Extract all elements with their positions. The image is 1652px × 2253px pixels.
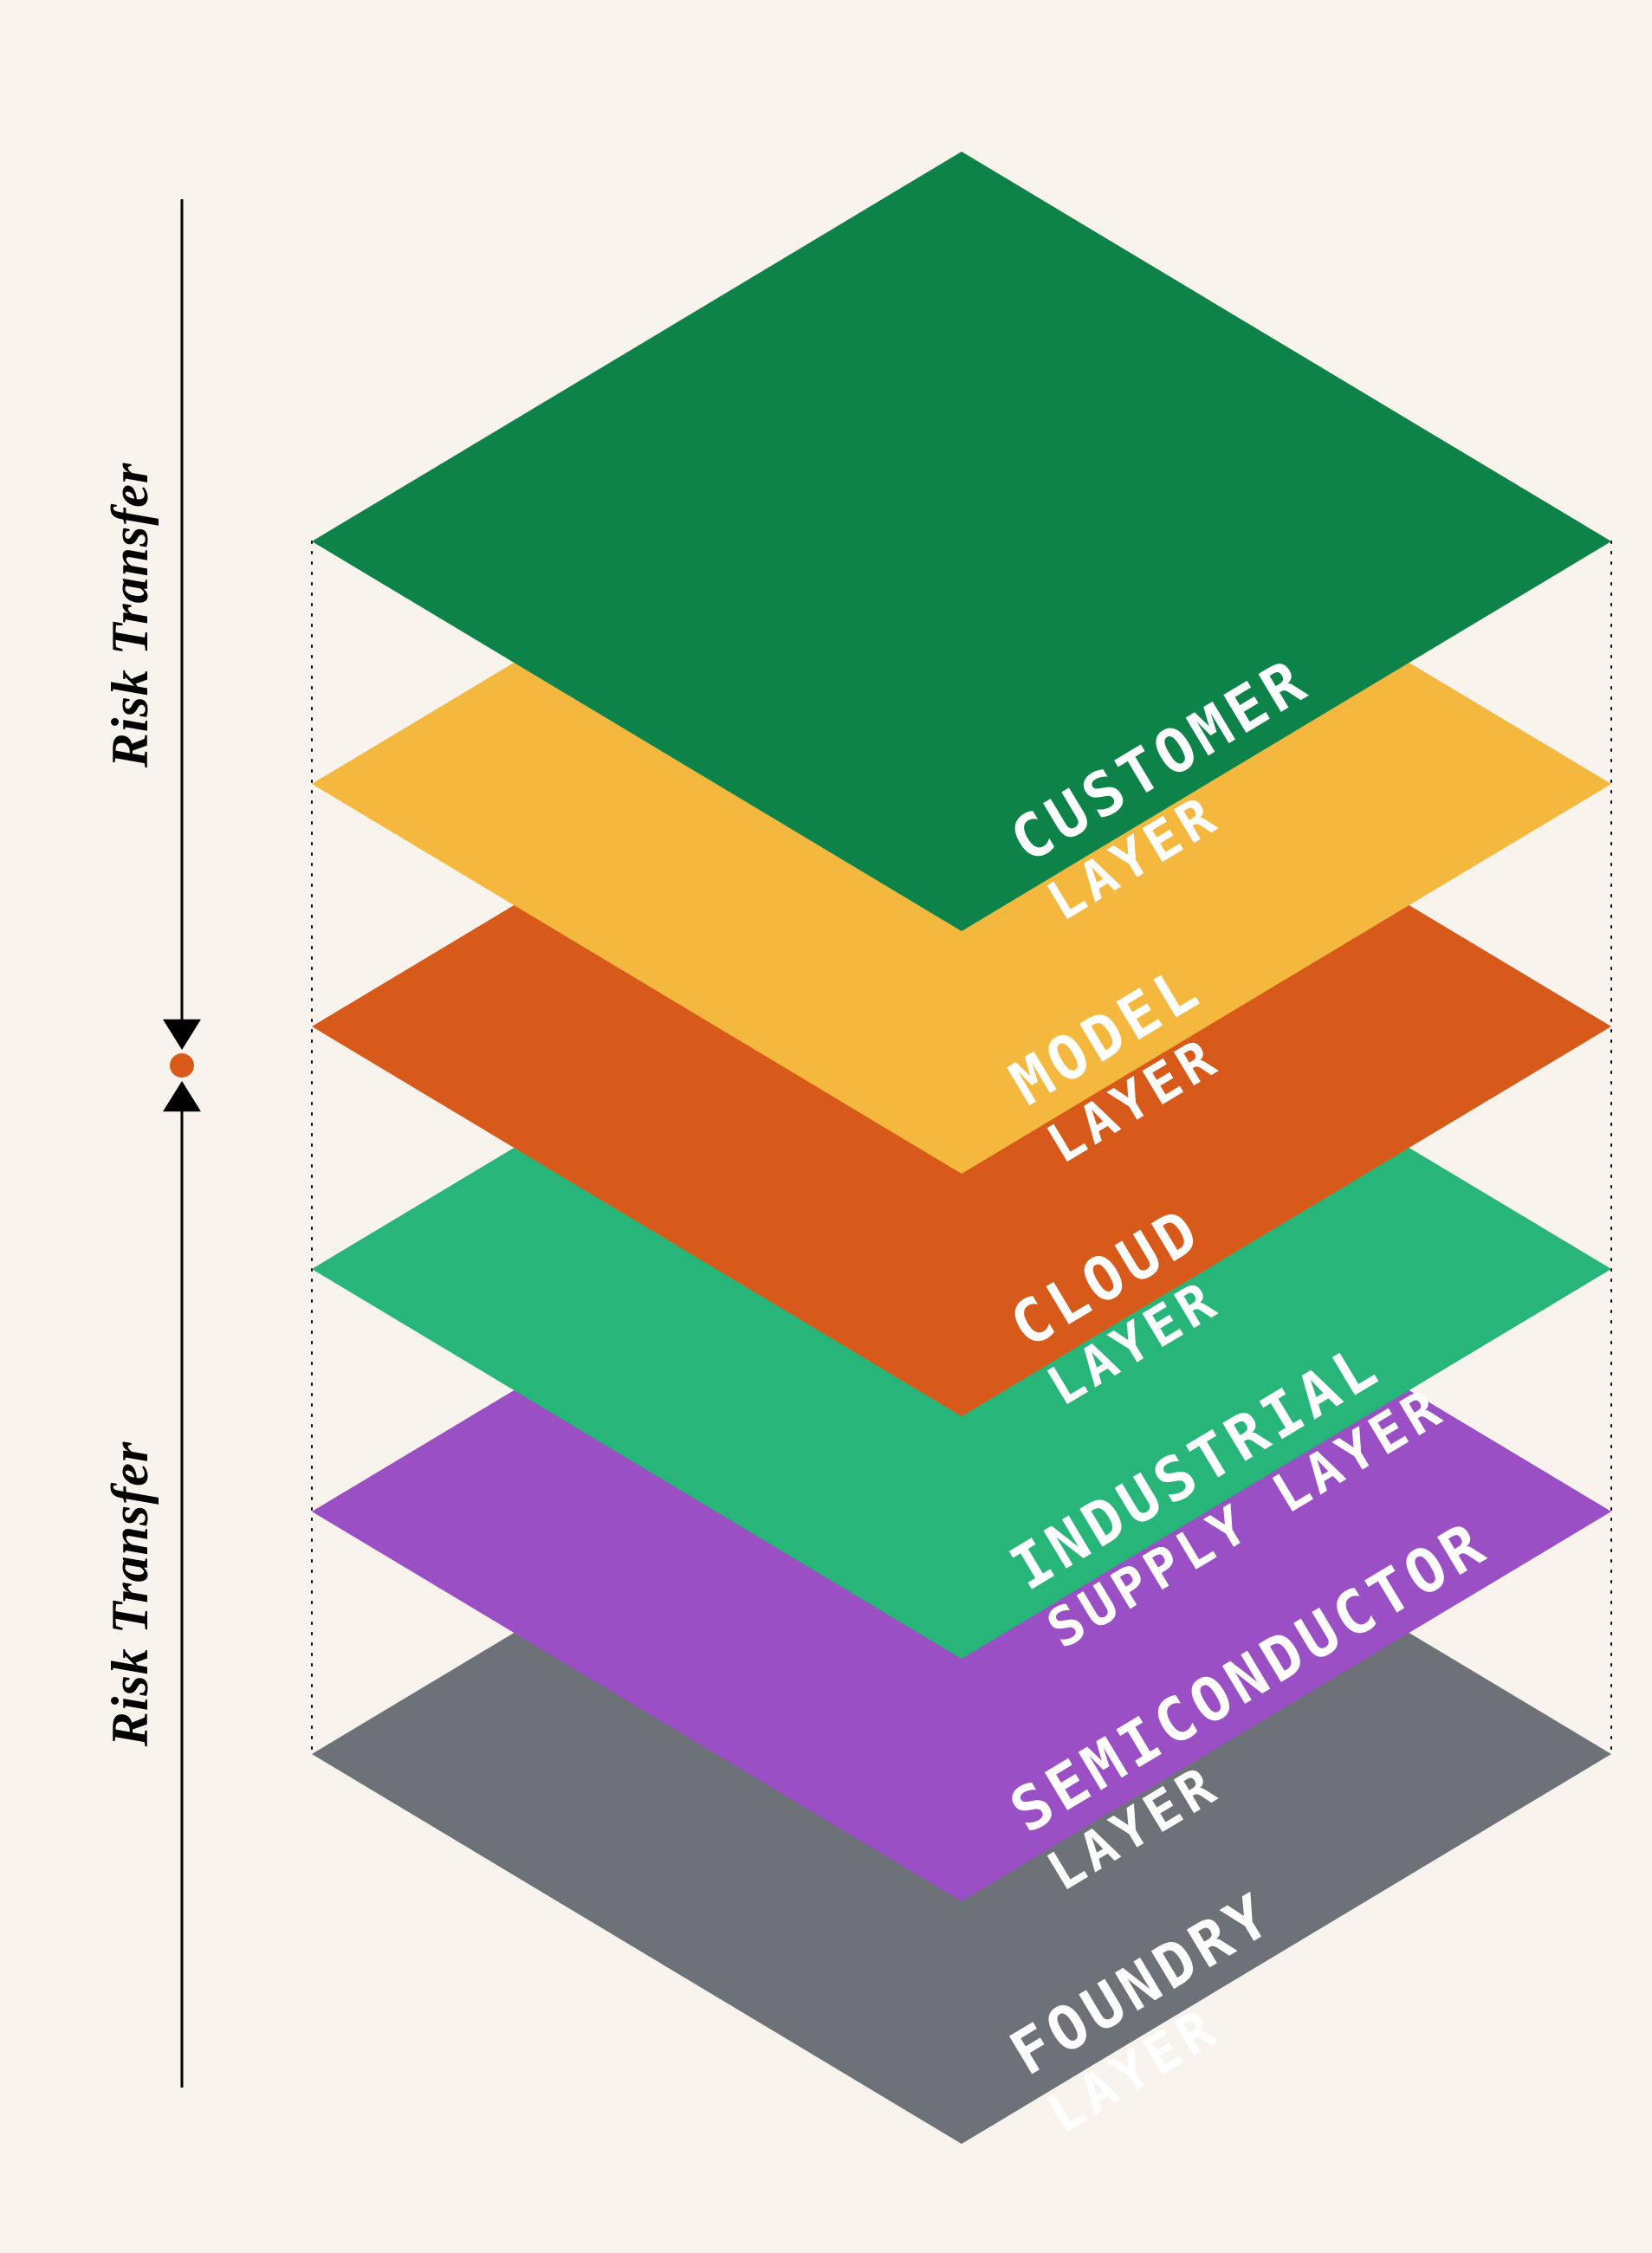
risk-axis: Risk Transfer Risk Transfer — [101, 199, 201, 2088]
diagram-stage: FOUNDRYLAYERSEMICONDUCTORLAYERINDUSTRIAL… — [0, 0, 1652, 2253]
isometric-stack-svg: FOUNDRYLAYERSEMICONDUCTORLAYERINDUSTRIAL… — [0, 0, 1652, 2253]
axis-label-top: Risk Transfer — [101, 463, 159, 769]
axis-arrow-up — [163, 1081, 201, 1111]
axis-arrow-down — [163, 1020, 201, 1050]
axis-dot — [170, 1053, 194, 1078]
axis-label-bottom: Risk Transfer — [101, 1441, 159, 1748]
